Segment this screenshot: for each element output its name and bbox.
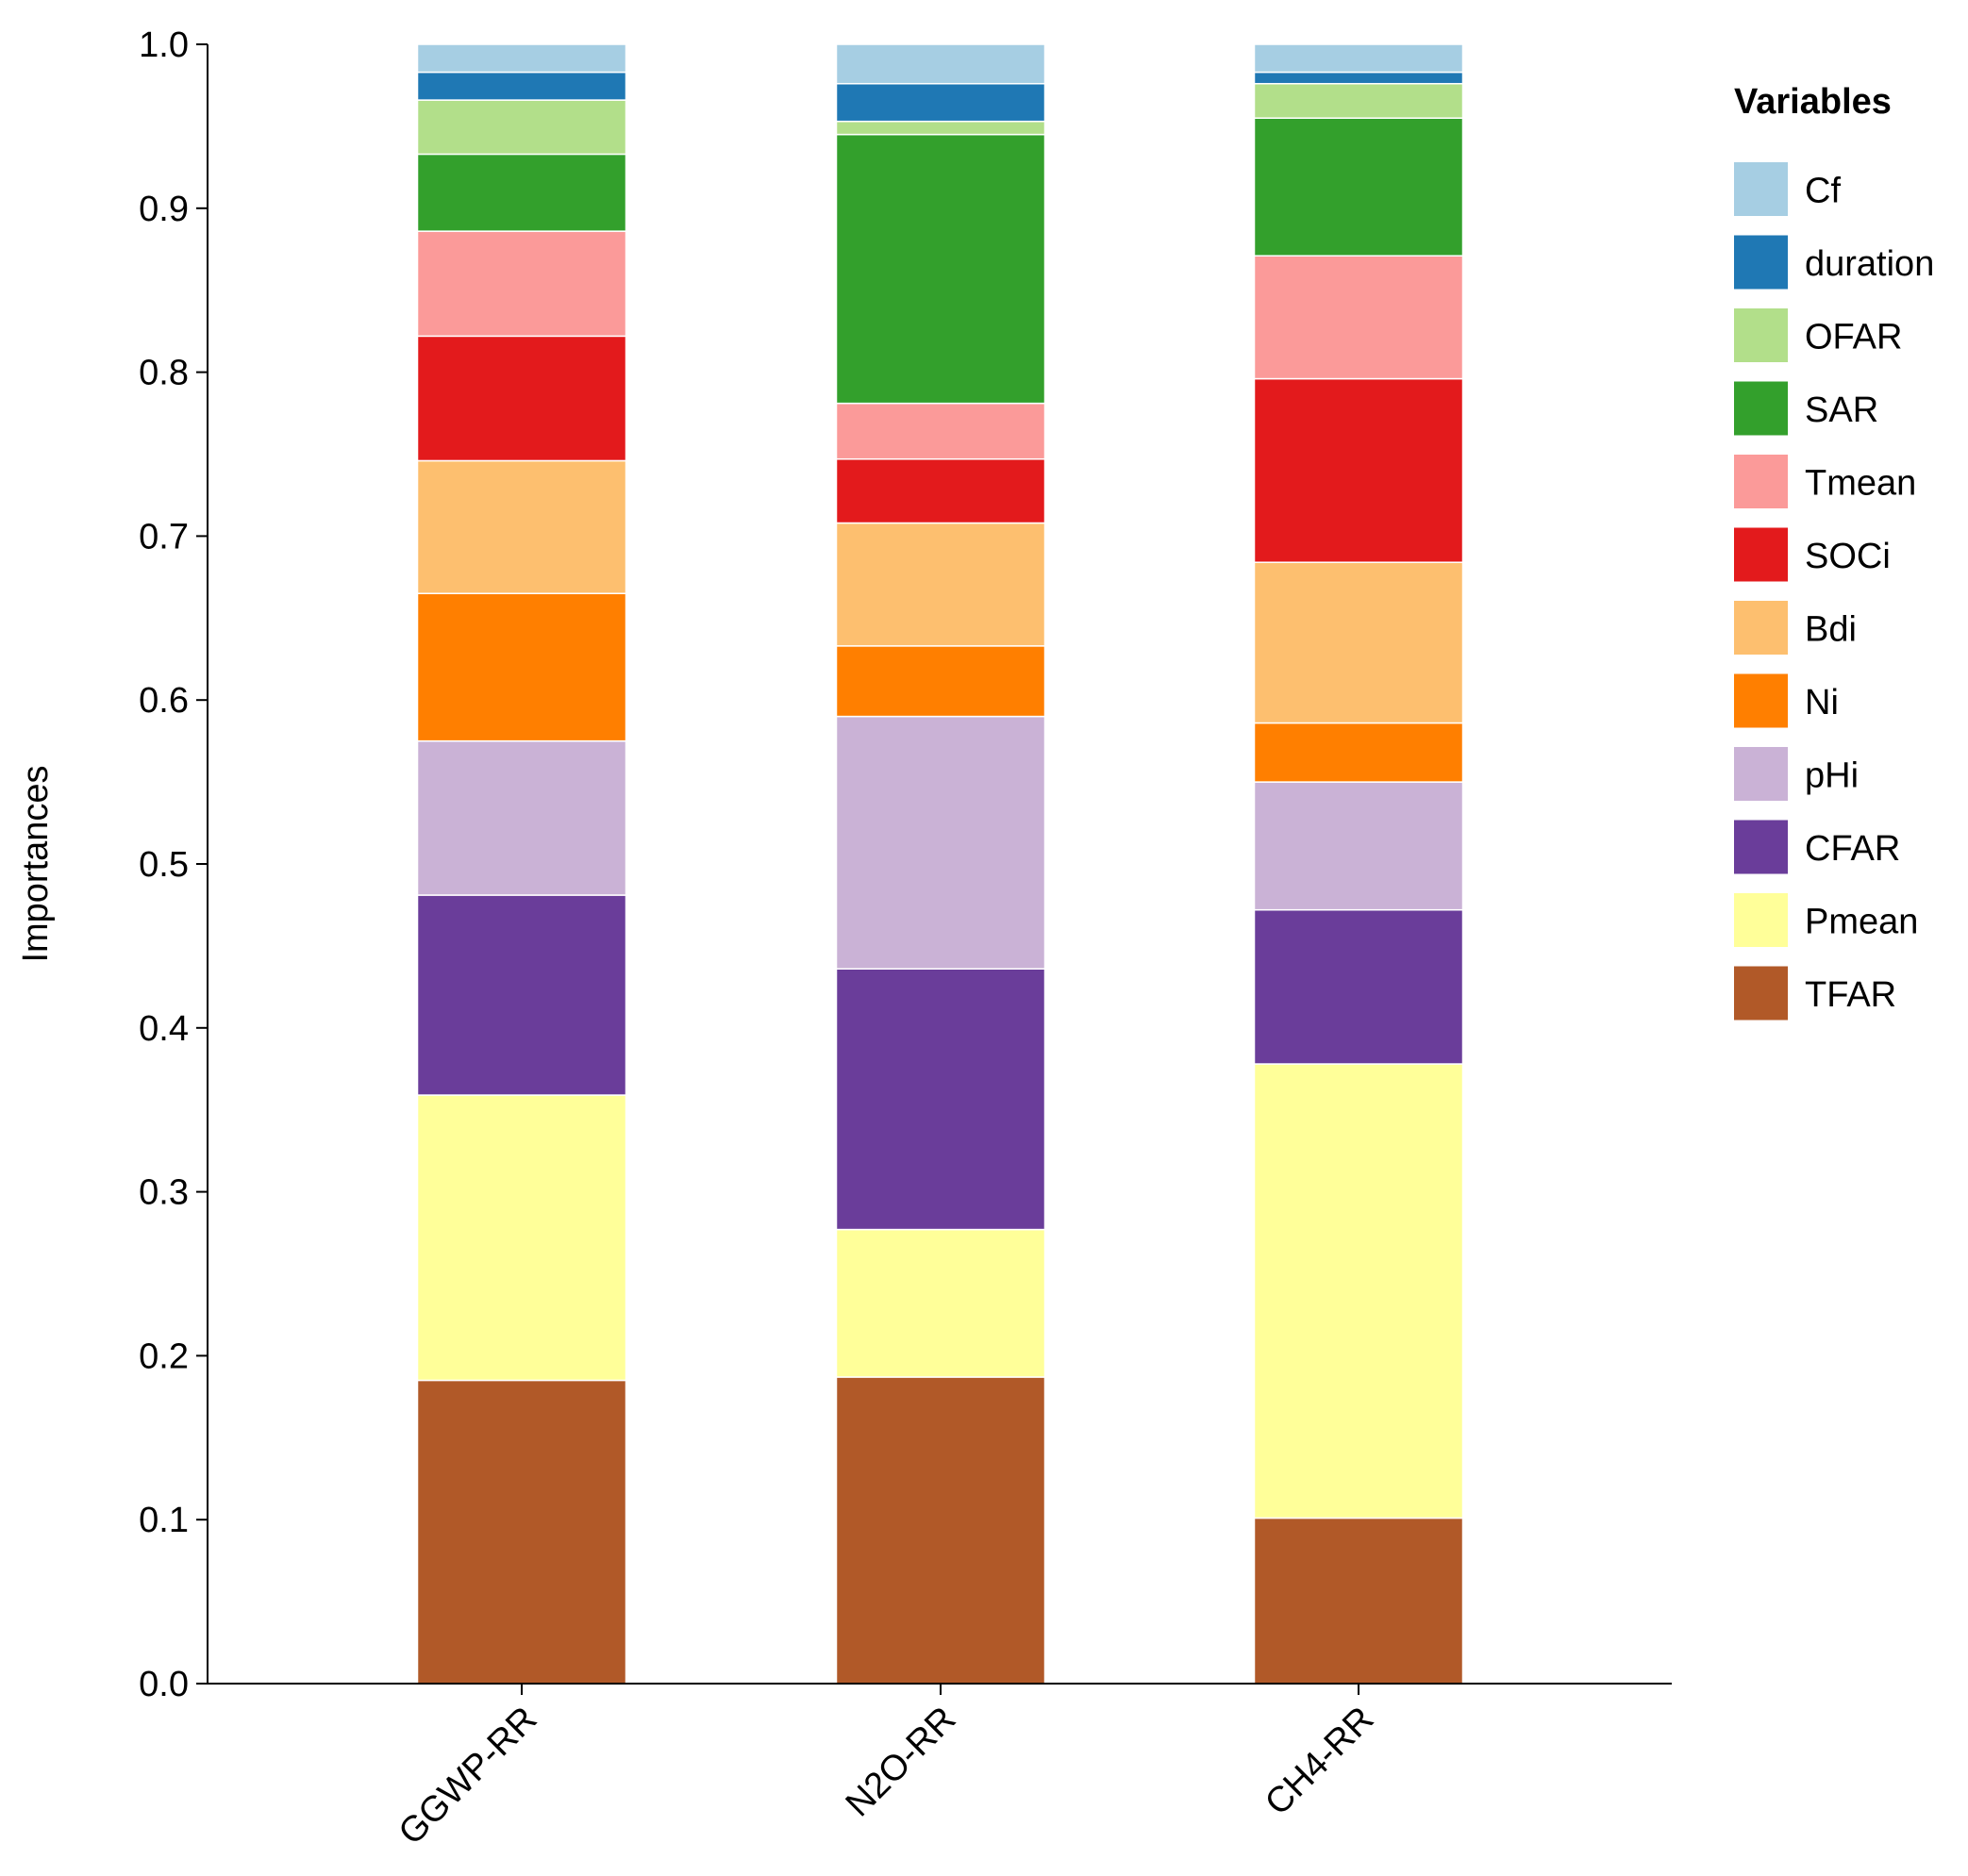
y-tick-label: 0.0 [139, 1665, 189, 1704]
bar-segment-ch4-rr-sar [1253, 117, 1464, 257]
bar-segment-ch4-rr-soci [1253, 377, 1464, 563]
bar-segment-ggwp-rr-cfar [416, 894, 627, 1096]
bar-segment-ch4-rr-ofar [1253, 82, 1464, 119]
y-tick-label: 0.6 [139, 681, 189, 721]
legend-swatch-soci [1734, 527, 1788, 582]
y-tick-label: 0.9 [139, 190, 189, 229]
legend-swatch-tmean [1734, 455, 1788, 508]
bar-segment-ggwp-rr-tmean [416, 230, 627, 338]
x-category-label: GGWP-RR [392, 1700, 545, 1853]
bar-segment-ggwp-rr-sar [416, 153, 627, 232]
legend-label-tmean: Tmean [1805, 464, 1916, 504]
legend-swatch-pmean [1734, 893, 1788, 947]
y-tick-label: 0.3 [139, 1173, 189, 1213]
legend-label-bdi: Bdi [1805, 610, 1857, 650]
legend-label-cfar: CFAR [1805, 829, 1900, 869]
legend-label-ni: Ni [1805, 683, 1839, 722]
legend-title: Variables [1734, 82, 1892, 122]
legend-swatch-duration [1734, 235, 1788, 290]
y-tick-label: 1.0 [139, 25, 189, 65]
y-tick-label: 0.7 [139, 517, 189, 556]
bar-segment-n2o-rr-tfar [835, 1376, 1046, 1685]
bar-segment-ggwp-rr-soci [416, 335, 627, 462]
legend-swatch-cfar [1734, 820, 1788, 874]
legend-label-duration: duration [1805, 244, 1934, 284]
bar-segment-ggwp-rr-pmean [416, 1094, 627, 1382]
bar-segment-ggwp-rr-phi [416, 739, 627, 896]
bar-segment-ggwp-rr-ni [416, 592, 627, 742]
y-tick-label: 0.4 [139, 1009, 189, 1049]
bar-segment-ggwp-rr-cf [416, 43, 627, 74]
legend-swatch-ni [1734, 673, 1788, 728]
legend-swatch-phi [1734, 747, 1788, 801]
bar-segment-ch4-rr-tfar [1253, 1517, 1464, 1685]
legend-label-tfar: TFAR [1805, 975, 1896, 1015]
legend-label-sar: SAR [1805, 390, 1878, 430]
bar-segment-ch4-rr-ni [1253, 722, 1464, 783]
y-tick-label: 0.5 [139, 845, 189, 885]
legend: Variables Cf duration OFAR SAR Tmean SOCi Bdi Ni… [1734, 82, 1934, 1021]
bar-segment-n2o-rr-ni [835, 645, 1046, 718]
bar-segment-n2o-rr-cfar [835, 968, 1046, 1231]
bar-segment-ch4-rr-duration [1253, 71, 1464, 85]
y-tick-label: 0.2 [139, 1336, 189, 1376]
y-axis-title: Importances [16, 765, 56, 962]
bar-segment-n2o-rr-pmean [835, 1228, 1046, 1378]
bar-segment-n2o-rr-ofar [835, 120, 1046, 136]
legend-label-pmean: Pmean [1805, 903, 1918, 942]
bar-segment-n2o-rr-soci [835, 457, 1046, 524]
bar-segment-ch4-rr-bdi [1253, 561, 1464, 724]
bar-segment-ggwp-rr-ofar [416, 99, 627, 156]
bar-segment-ggwp-rr-duration [416, 71, 627, 101]
legend-swatch-sar [1734, 381, 1788, 436]
bar-segment-ch4-rr-tmean [1253, 255, 1464, 380]
bar-segment-ggwp-rr-tfar [416, 1379, 627, 1685]
bar-segment-n2o-rr-tmean [835, 402, 1046, 460]
y-tick-label: 0.8 [139, 354, 189, 393]
legend-swatch-tfar [1734, 966, 1788, 1021]
bar-segment-n2o-rr-duration [835, 82, 1046, 123]
bar-segment-n2o-rr-bdi [835, 522, 1046, 647]
y-tick-label: 0.1 [139, 1501, 189, 1540]
bar-segment-ggwp-rr-bdi [416, 459, 627, 594]
legend-label-cf: Cf [1805, 172, 1841, 211]
x-category-label: CH4-RR [1258, 1700, 1381, 1823]
bar-segment-ch4-rr-pmean [1253, 1063, 1464, 1519]
legend-label-ofar: OFAR [1805, 318, 1902, 357]
legend-label-soci: SOCi [1805, 537, 1891, 576]
x-category-label: N2O-RR [839, 1700, 964, 1825]
bar-segment-ch4-rr-cf [1253, 43, 1464, 74]
bar-segment-ch4-rr-cfar [1253, 908, 1464, 1065]
bar-segment-ch4-rr-phi [1253, 781, 1464, 911]
plot-area [416, 43, 1464, 1685]
legend-label-phi: pHi [1805, 756, 1859, 796]
bar-segment-n2o-rr-cf [835, 43, 1046, 85]
legend-swatch-ofar [1734, 308, 1788, 362]
bar-segment-n2o-rr-phi [835, 715, 1046, 970]
legend-swatch-bdi [1734, 601, 1788, 655]
legend-swatch-cf [1734, 162, 1788, 216]
bar-segment-n2o-rr-sar [835, 133, 1046, 405]
